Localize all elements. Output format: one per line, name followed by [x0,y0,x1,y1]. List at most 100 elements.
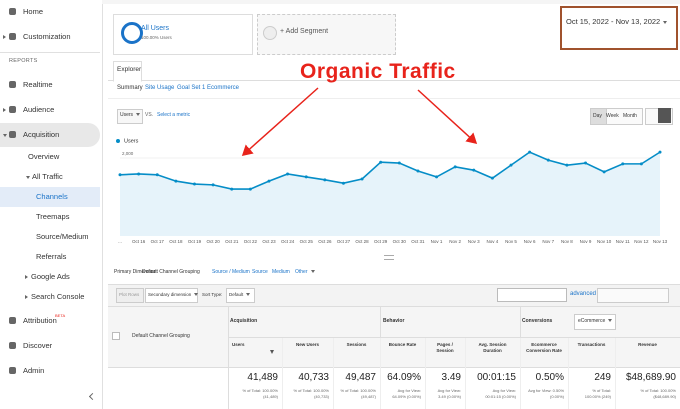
x-tick-label: Nov 2 [449,239,461,244]
column-header[interactable]: Ecommerce Conversion Rate [526,342,562,353]
x-tick-label: Oct 16 [132,239,146,244]
total-detail: (41,489) [263,394,278,399]
advanced-link[interactable]: advanced [570,291,597,297]
subtab[interactable]: Summary [117,85,143,91]
chart-type-icon-active [658,108,671,123]
sidebar-item[interactable]: Admin [23,366,45,375]
sidebar-item[interactable]: All Traffic [32,172,63,181]
sidebar-item[interactable]: Realtime [23,80,53,89]
granularity-option[interactable]: Month [623,113,637,119]
subtab[interactable]: Site Usage [145,85,175,91]
add-segment-box[interactable] [257,14,396,55]
column-divider [282,338,283,409]
segment-name[interactable]: All Users [141,25,170,32]
x-tick-label: Oct 22 [244,239,258,244]
x-tick-label: Nov 13 [653,239,668,244]
sidebar-item[interactable]: Source/Medium [36,232,89,241]
table-checkbox[interactable] [112,332,120,340]
total-value: 3.49 [441,372,461,383]
column-divider [333,338,334,409]
dimension-option[interactable]: Source [252,269,268,275]
explorer-tab[interactable]: Explorer [117,66,142,73]
metric-select[interactable]: Users [120,112,140,118]
data-point [211,183,215,187]
dimension-option[interactable]: Source / Medium [212,269,250,275]
sidebar-item[interactable]: Channels [36,192,68,201]
sidebar-chevron [25,275,28,279]
x-tick-label: Oct 17 [151,239,165,244]
column-divider [615,338,616,409]
column-header[interactable]: Sessions [346,342,367,347]
data-point [528,150,532,154]
total-detail: % of Total: 100.00% [340,388,376,393]
sidebar-divider [0,52,100,53]
reports-label: REPORTS [9,58,38,64]
date-highlight-box [560,6,678,50]
subtab[interactable]: Ecommerce [207,85,240,91]
column-header[interactable]: Bounce Rate [388,342,417,347]
sidebar-item[interactable]: Google Ads [31,272,70,281]
secondary-dimension[interactable]: Secondary dimension [148,292,198,297]
column-header[interactable]: Pages / Session [436,342,454,353]
sidebar-item[interactable]: Customization [23,32,71,41]
column-header[interactable]: New Users [295,342,319,347]
sidebar-item[interactable]: Home [23,7,44,16]
dimension-option[interactable]: Medium [272,269,290,275]
y-tick-label: 2,000 [122,151,134,156]
data-point [602,170,606,174]
sidebar-item[interactable]: Attribution [23,316,57,325]
segment-circle [121,22,143,44]
data-point [360,177,364,181]
data-point [546,158,550,162]
total-value: 0.50% [535,372,564,383]
conversion-select[interactable]: eCommerce [578,318,612,324]
sidebar-chevron [26,176,30,179]
search-box[interactable] [497,288,567,302]
sort-type[interactable]: Default [229,292,250,297]
sidebar-item[interactable]: Treemaps [36,212,70,221]
sidebar-icon [9,131,16,138]
legend-label: Users [124,138,139,144]
x-tick-label: Oct 29 [374,239,388,244]
resize-handle [384,255,394,260]
total-detail: (49,487) [361,394,376,399]
column-divider [520,338,521,409]
total-value: $48,689.90 [625,372,676,383]
granularity-option[interactable]: Day [593,113,602,119]
date-range[interactable]: Oct 15, 2022 - Nov 13, 2022 [566,17,667,26]
x-tick-label: Nov 12 [634,239,649,244]
sidebar-item[interactable]: Acquisition [23,130,60,139]
total-detail: % of Total: 100.00% [640,388,676,393]
select-metric[interactable]: Select a metric [157,112,191,118]
sidebar-item[interactable]: Audience [23,105,55,114]
plot-rows-button[interactable] [116,288,144,303]
subtab[interactable]: Goal Set 1 [177,85,206,91]
column-header[interactable]: Users [232,342,245,347]
group-rule [228,337,680,338]
column-header[interactable]: Avg. Session Duration [478,342,507,353]
explorer-tab-box[interactable] [113,61,142,82]
sidebar-item[interactable]: Overview [28,152,60,161]
plot-rows[interactable]: Plot Rows [119,292,140,297]
sidebar-item[interactable]: Search Console [31,292,85,301]
total-detail: % of Total: 100.00% [293,388,329,393]
sidebar-chevron [3,134,7,137]
sidebar-icon [9,342,16,349]
granularity-option[interactable]: Week [606,113,619,119]
data-point [304,175,308,179]
sidebar-item[interactable]: Referrals [36,252,67,261]
add-segment[interactable]: + Add Segment [280,28,329,35]
data-point [286,172,290,176]
column-header[interactable]: Revenue [638,342,657,347]
data-point [341,181,345,185]
granularity-active [590,108,607,125]
dimension-option[interactable]: Other [295,269,315,275]
data-point [639,162,643,166]
view-icons[interactable] [597,288,669,303]
sidebar-active-bg [0,123,100,147]
column-header[interactable]: Transactions [577,342,606,347]
sidebar-item[interactable]: Discover [23,341,53,350]
dimension-option[interactable]: Default Channel Grouping [142,269,200,275]
data-point [174,179,178,183]
sidebar-chevron [3,35,6,39]
